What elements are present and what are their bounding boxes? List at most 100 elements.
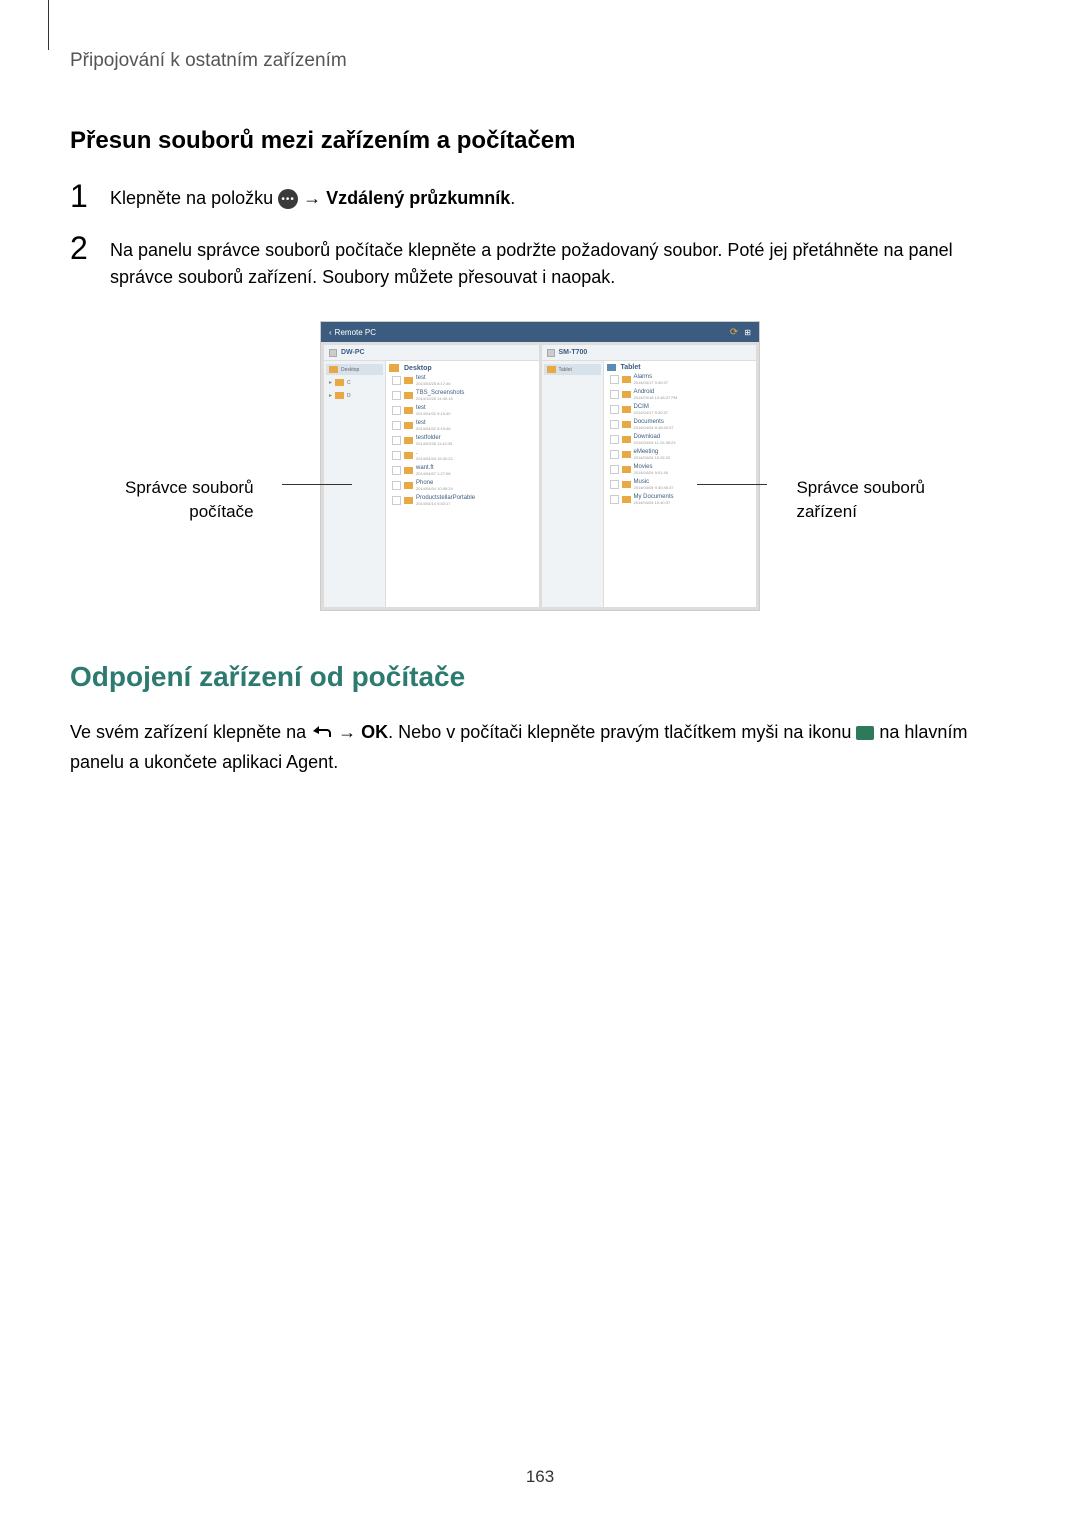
- folder-icon: [404, 407, 413, 414]
- sidebar-item-tablet: Tablet: [544, 364, 601, 375]
- list-item: TBS_Screenshots2014/12/26 14:40:15: [389, 390, 536, 401]
- folder-icon: [622, 451, 631, 458]
- checkbox-icon: [610, 495, 619, 504]
- list-item: Phone2014/04/04 10:59:24: [389, 480, 536, 491]
- list-item: testfolder2014/03/28 11:42:35: [389, 435, 536, 446]
- back-icon: [311, 719, 333, 748]
- agent-icon: [856, 726, 874, 740]
- left-file-list: Desktop test2014/03/25 8:17:46 TBS_Screen…: [386, 361, 539, 607]
- step-1-content: Klepněte na položku ••• → Vzdálený průzk…: [110, 185, 1010, 212]
- folder-icon: [622, 421, 631, 428]
- folder-icon: [622, 466, 631, 473]
- refresh-icon: ⟳: [730, 327, 738, 338]
- step-1-bold: Vzdálený průzkumník: [326, 188, 510, 208]
- folder-icon: [404, 377, 413, 384]
- list-item: Movies2014/04/04 9:01:46: [607, 464, 754, 475]
- left-list-title: Desktop: [404, 365, 432, 372]
- ok-text: OK: [361, 722, 388, 742]
- paragraph: Ve svém zařízení klepněte na → OK. Nebo …: [70, 718, 1010, 776]
- label-left: Správce souborů počítače: [125, 476, 254, 524]
- folder-icon: [329, 366, 338, 373]
- left-panel-title: DW-PC: [341, 349, 365, 356]
- step-1-suffix: .: [510, 188, 515, 208]
- checkbox-icon: [392, 376, 401, 385]
- list-item: My Documents2014/04/04 10:40:37: [607, 494, 754, 505]
- label-right: Správce souborů zařízení: [796, 476, 925, 524]
- list-item: eMeeting2014/04/04 10:32:22: [607, 449, 754, 460]
- checkbox-icon: [610, 420, 619, 429]
- folder-icon: [622, 496, 631, 503]
- folder-icon: [404, 452, 413, 459]
- checkbox-icon: [392, 481, 401, 490]
- breadcrumb: Připojování k ostatním zařízením: [70, 50, 1010, 72]
- checkbox-icon: [392, 466, 401, 475]
- checkbox-icon: [610, 405, 619, 414]
- checkbox-icon: [392, 451, 401, 460]
- tablet-header-title: Remote PC: [335, 328, 376, 337]
- folder-icon: [404, 482, 413, 489]
- checkbox-icon: [610, 375, 619, 384]
- checkbox-icon: [392, 496, 401, 505]
- grid-icon: ⊞: [744, 328, 751, 337]
- step-number-1: 1: [70, 180, 110, 212]
- list-item: test2014/04/02 9:15:40: [389, 405, 536, 416]
- list-item: Alarms2014/04/17 9:30:37: [607, 374, 754, 385]
- tablet-header: ‹ Remote PC ⟳ ⊞: [321, 322, 759, 342]
- folder-icon: [607, 364, 616, 371]
- folder-icon: [622, 406, 631, 413]
- step-1: 1 Klepněte na položku ••• → Vzdálený prů…: [70, 185, 1010, 212]
- subsection-title: Odpojení zařízení od počítače: [70, 661, 1010, 693]
- step-number-2: 2: [70, 232, 110, 264]
- arrow-2: →: [338, 722, 361, 742]
- list-item: Android2014/03/18 10:48:37 PM: [607, 389, 754, 400]
- folder-icon: [622, 436, 631, 443]
- folder-icon: [622, 376, 631, 383]
- sidebar-item-desktop: Desktop: [326, 364, 383, 375]
- list-item: test2014/04/02 9:19:46: [389, 420, 536, 431]
- checkbox-icon: [392, 406, 401, 415]
- folder-icon: [404, 392, 413, 399]
- checkbox-icon: [610, 435, 619, 444]
- folder-icon: [622, 481, 631, 488]
- sidebar-item: ▸ D: [326, 390, 383, 401]
- left-panel: DW-PC Desktop ▸ C: [324, 345, 539, 607]
- folder-icon: [547, 366, 556, 373]
- checkbox-icon: [610, 480, 619, 489]
- folder-icon: [622, 391, 631, 398]
- label-line-right: [697, 484, 767, 485]
- step-2: 2 Na panelu správce souborů počítače kle…: [70, 237, 1010, 291]
- label-line-left: [282, 484, 352, 485]
- right-sidebar: Tablet: [542, 361, 604, 607]
- list-item: Download2014/04/04 11:10:38:23: [607, 434, 754, 445]
- pc-icon: [329, 349, 337, 357]
- arrow-1: →: [303, 188, 326, 208]
- list-item: Documents2014/04/04 8:16:40:37: [607, 419, 754, 430]
- list-item: want.ft2014/04/07 1:27:06: [389, 465, 536, 476]
- list-item: test2014/03/25 8:17:46: [389, 375, 536, 386]
- folder-icon: [404, 497, 413, 504]
- list-item: ProductstellarPortable2014/04/10 5:53:17: [389, 495, 536, 506]
- tablet-icon: [547, 349, 555, 357]
- page-number: 163: [526, 1467, 554, 1487]
- screenshot-container: Správce souborů počítače ‹ Remote PC ⟳ ⊞: [70, 321, 1010, 611]
- folder-icon: [335, 392, 344, 399]
- checkbox-icon: [392, 436, 401, 445]
- checkbox-icon: [610, 450, 619, 459]
- list-item: DCIM2014/04/17 9:30:37: [607, 404, 754, 415]
- folder-icon: [389, 364, 399, 372]
- section-title: Přesun souborů mezi zařízením a počítače…: [70, 127, 1010, 155]
- right-panel-title: SM-T700: [559, 349, 588, 356]
- para-text-2: . Nebo v počítači klepněte pravým tlačít…: [388, 722, 856, 742]
- checkbox-icon: [610, 390, 619, 399]
- back-chevron-icon: ‹: [329, 328, 332, 337]
- right-panel: SM-T700 Tablet Tablet: [542, 345, 757, 607]
- sidebar-item: ▸ C: [326, 377, 383, 388]
- right-list-title: Tablet: [621, 364, 641, 371]
- step-1-prefix: Klepněte na položku: [110, 188, 278, 208]
- folder-icon: [404, 422, 413, 429]
- checkbox-icon: [392, 421, 401, 430]
- tablet-body: DW-PC Desktop ▸ C: [321, 342, 759, 610]
- folder-icon: [404, 467, 413, 474]
- step-2-content: Na panelu správce souborů počítače klepn…: [110, 237, 1010, 291]
- menu-icon: •••: [278, 189, 298, 209]
